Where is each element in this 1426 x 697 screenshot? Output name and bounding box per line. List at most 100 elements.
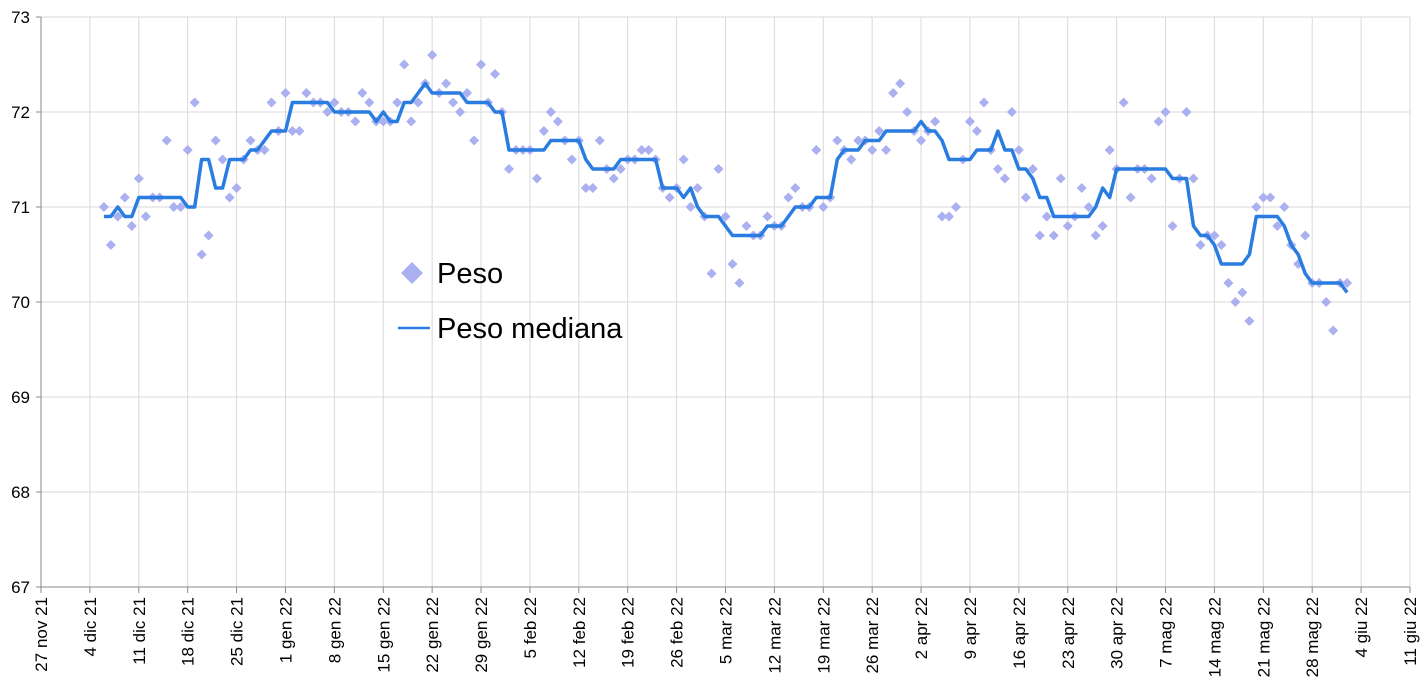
peso-point <box>364 97 375 108</box>
y-tick-label: 73 <box>11 8 30 27</box>
peso-point <box>245 135 256 146</box>
axes: 67 68 69 70 71 72 73 27 nov 21 4 dic 21 11 dic 21… <box>11 8 1420 677</box>
peso-point <box>874 126 885 136</box>
peso-point <box>1237 287 1248 298</box>
x-tick-label: 12 feb 22 <box>570 597 589 668</box>
peso-point <box>1188 173 1199 184</box>
peso-point <box>455 107 466 117</box>
peso-point <box>636 145 647 155</box>
peso-point <box>888 88 899 98</box>
peso-point <box>1272 221 1283 231</box>
x-tick-label: 18 dic 21 <box>179 597 198 666</box>
peso-point <box>1300 230 1311 241</box>
peso-point <box>881 145 892 155</box>
x-tick-label: 4 giu 22 <box>1352 597 1371 658</box>
peso-point <box>916 135 927 146</box>
peso-point <box>294 126 305 136</box>
peso-point <box>280 88 291 98</box>
peso-point <box>175 202 186 212</box>
peso-point <box>231 183 242 193</box>
peso-point <box>734 278 745 288</box>
peso-point <box>224 192 235 203</box>
peso-point <box>1230 297 1241 307</box>
peso-point <box>1125 192 1136 203</box>
x-tick-label: 1 gen 22 <box>276 597 295 663</box>
chart-legend: Peso Peso mediana <box>398 258 623 345</box>
peso-point <box>1251 202 1262 212</box>
x-tick-label: 2 apr 22 <box>912 597 931 659</box>
x-tick-label: 11 giu 22 <box>1401 597 1420 666</box>
peso-point <box>545 107 556 117</box>
peso-point <box>902 107 913 117</box>
legend-label-peso-mediana: Peso mediana <box>437 313 623 345</box>
peso-point <box>1258 192 1269 203</box>
peso-point <box>217 154 228 165</box>
peso-point <box>462 88 473 98</box>
peso-point <box>1048 230 1059 241</box>
peso-point <box>203 230 214 241</box>
peso-point <box>1223 278 1234 288</box>
y-tick-label: 67 <box>11 578 30 597</box>
x-tick-label: 29 gen 22 <box>472 597 491 673</box>
peso-point <box>999 173 1010 184</box>
peso-point <box>587 183 598 193</box>
peso-point <box>741 221 752 231</box>
y-tick-label: 71 <box>11 198 30 217</box>
peso-point <box>832 135 843 146</box>
x-tick-label: 23 apr 22 <box>1059 597 1078 669</box>
peso-point <box>1342 278 1353 288</box>
peso-point <box>1055 173 1066 184</box>
peso-point <box>1167 221 1178 231</box>
peso-point <box>1097 221 1108 231</box>
series-peso-scatter <box>98 50 1353 336</box>
x-tick-label: 26 mar 22 <box>863 597 882 674</box>
peso-point <box>126 221 137 231</box>
peso-point <box>189 97 200 108</box>
x-tick-label: 15 gen 22 <box>374 597 393 673</box>
x-tick-label: 19 mar 22 <box>814 597 833 674</box>
peso-point <box>490 69 501 79</box>
x-tick-label: 16 apr 22 <box>1010 597 1029 669</box>
peso-point <box>1216 240 1227 250</box>
peso-point <box>441 78 452 89</box>
peso-point <box>594 135 605 146</box>
peso-point <box>706 268 717 279</box>
peso-point <box>1104 145 1115 155</box>
peso-point <box>720 211 731 222</box>
peso-point <box>790 183 801 193</box>
x-tick-label: 28 mag 22 <box>1303 597 1322 677</box>
peso-point <box>1076 183 1087 193</box>
peso-point <box>105 240 116 250</box>
peso-point <box>357 88 368 98</box>
peso-point <box>1027 164 1038 174</box>
peso-point <box>329 97 340 108</box>
peso-point <box>1160 107 1171 117</box>
peso-point <box>1013 145 1024 155</box>
peso-point <box>818 202 829 212</box>
x-tick-label: 12 mar 22 <box>765 597 784 674</box>
peso-point <box>133 173 144 184</box>
peso-point <box>350 116 361 127</box>
peso-point <box>867 145 878 155</box>
y-tick-label: 69 <box>11 388 30 407</box>
peso-point <box>259 145 270 155</box>
legend-label-peso: Peso <box>437 258 503 290</box>
peso-point <box>727 259 738 269</box>
peso-point <box>469 135 480 146</box>
peso-point <box>978 97 989 108</box>
peso-point <box>413 97 424 108</box>
x-tick-label: 22 gen 22 <box>423 597 442 673</box>
peso-point <box>1321 297 1332 307</box>
peso-point <box>608 173 619 184</box>
y-tick-label: 68 <box>11 483 30 502</box>
x-tick-label: 26 feb 22 <box>668 597 687 668</box>
peso-point <box>1146 173 1157 184</box>
peso-point <box>1034 230 1045 241</box>
peso-point <box>140 211 151 222</box>
peso-point <box>392 97 403 108</box>
peso-point <box>322 107 333 117</box>
peso-point <box>950 202 961 212</box>
peso-point <box>678 154 689 165</box>
x-tick-label: 21 mag 22 <box>1254 597 1273 677</box>
peso-point <box>713 164 724 174</box>
